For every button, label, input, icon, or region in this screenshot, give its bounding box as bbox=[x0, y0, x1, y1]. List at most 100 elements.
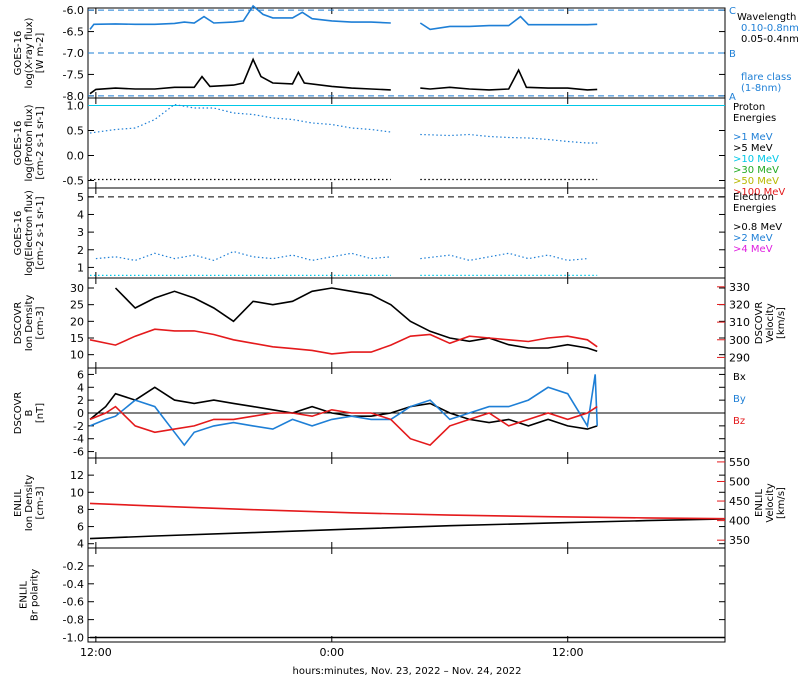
right-tick-label: 290 bbox=[729, 351, 750, 364]
x-tick-label: 12:00 bbox=[80, 646, 112, 659]
y-axis-label-line: GOES-16 bbox=[13, 31, 24, 76]
y-tick-label: 2 bbox=[77, 244, 84, 257]
y-tick-label: 1 bbox=[77, 261, 84, 274]
y-axis-label-line: [cm-2 s-1 sr-1] bbox=[35, 106, 46, 179]
series-Bx bbox=[89, 386, 598, 430]
y-axis-label: ENLIL Ion Density [cm-3] bbox=[13, 475, 46, 532]
series-0.05-0.4nm bbox=[420, 68, 598, 91]
y-axis-label: ENLIL Br polarity bbox=[19, 569, 41, 621]
y-tick-label: -2 bbox=[73, 420, 84, 433]
right-tick-label: 320 bbox=[729, 298, 750, 311]
y-tick-label: 30 bbox=[70, 282, 84, 295]
y-tick-label: -8.0 bbox=[63, 90, 84, 103]
panel-frame bbox=[87, 277, 726, 369]
y-axis-label-line: GOES-16 bbox=[13, 211, 24, 256]
legend-entry: >100 MeV bbox=[733, 187, 785, 198]
legend-entry: 0.10-0.8nm bbox=[741, 23, 799, 34]
y-tick-label: 10 bbox=[70, 486, 84, 499]
series-Bz bbox=[89, 405, 598, 447]
panel-frame bbox=[87, 97, 726, 189]
series->1 MeV bbox=[89, 103, 391, 134]
y-axis-label-line: log(Electron flux) bbox=[24, 190, 35, 276]
panel-frame bbox=[87, 187, 726, 279]
right-tick-label: 330 bbox=[729, 281, 750, 294]
y-axis-label: DSCOVR Ion Density [cm-3] bbox=[13, 295, 46, 352]
y-axis-label: GOES-16 log(X-ray flux) [W m-2] bbox=[13, 17, 46, 88]
legend-title: Electron bbox=[733, 192, 774, 203]
right-tick-label: 400 bbox=[729, 515, 750, 528]
legend-title: Wavelength bbox=[737, 12, 796, 23]
y-tick-label: 0 bbox=[77, 407, 84, 420]
series->1 MeV bbox=[420, 133, 598, 144]
series-By bbox=[89, 374, 598, 447]
panel-xray: -6.0 -6.5 -7.0 -7.5 -8.0 GOES-16 log(X-ray flu… bbox=[13, 4, 799, 103]
legend-title: Energies bbox=[733, 203, 776, 214]
right-axis-label-line: ENLIL bbox=[754, 489, 765, 517]
right-axis-label-line: [km/s] bbox=[776, 487, 787, 519]
y-axis-label-line: log(Proton flux) bbox=[24, 104, 35, 181]
series-0.10-0.8nm bbox=[419, 15, 598, 31]
y-tick-label: 4 bbox=[77, 538, 84, 551]
y-tick-label: 10 bbox=[70, 349, 84, 362]
legend-entry: Bx bbox=[733, 372, 746, 383]
legend-entry: >1 MeV bbox=[733, 132, 773, 143]
y-axis-label: GOES-16 log(Proton flux) [cm-2 s-1 sr-1] bbox=[13, 104, 46, 181]
legend-entry: >10 MeV bbox=[733, 154, 779, 165]
legend-entry: By bbox=[733, 394, 746, 405]
y-axis-label-line: [cm-2 s-1 sr-1] bbox=[35, 196, 46, 269]
y-tick-label: 4 bbox=[77, 381, 84, 394]
y-axis-label-line: B bbox=[24, 409, 35, 416]
x-tick-label: 0:00 bbox=[319, 646, 344, 659]
legend-entry: >4 MeV bbox=[733, 244, 773, 255]
flare-level-letter: B bbox=[729, 49, 736, 60]
y-axis-label-line: GOES-16 bbox=[13, 121, 24, 166]
legend-note: (1-8nm) bbox=[741, 83, 781, 94]
y-axis-label-line: [W m-2] bbox=[35, 33, 46, 74]
panel-proton: 1.0 0.5 0.0 -0.5 GOES-16 log(Proton flux) [cm-… bbox=[13, 97, 785, 198]
y-tick-label: -6.0 bbox=[63, 4, 84, 17]
y-tick-label: 12 bbox=[70, 469, 84, 482]
y-axis-label: GOES-16 log(Electron flux) [cm-2 s-1 sr-1] bbox=[13, 190, 46, 276]
y-tick-label: 4 bbox=[77, 208, 84, 221]
right-tick-label: 350 bbox=[729, 534, 750, 547]
right-tick-label: 500 bbox=[729, 475, 750, 488]
y-tick-label: -4 bbox=[73, 433, 84, 446]
y-tick-label: -6 bbox=[73, 446, 84, 459]
series-0.05-0.4nm bbox=[89, 57, 391, 95]
right-axis-label-line: DSCOVR bbox=[754, 302, 765, 345]
y-tick-label: -0.5 bbox=[63, 175, 84, 188]
y-tick-label: -6.5 bbox=[63, 26, 84, 39]
right-axis-label: ENLIL Velocity [km/s] bbox=[754, 483, 787, 522]
panel-enlil_polarity: -0.2 -0.4 -0.6 -0.8 -1.0 ENLIL Br polarity bbox=[19, 547, 726, 645]
legend-entry: >0.8 MeV bbox=[733, 222, 782, 233]
legend-entry: >50 MeV bbox=[733, 176, 779, 187]
series-Density bbox=[89, 518, 726, 540]
y-tick-label: 0.5 bbox=[67, 125, 85, 138]
legend-title: Proton bbox=[733, 102, 765, 113]
y-tick-label: -0.4 bbox=[63, 578, 84, 591]
y-axis-label-line: ENLIL bbox=[13, 489, 24, 517]
y-tick-label: 1.0 bbox=[67, 100, 85, 113]
right-axis-label-line: [km/s] bbox=[776, 307, 787, 339]
y-axis-label-line: log(X-ray flux) bbox=[24, 17, 35, 88]
y-tick-label: 2 bbox=[77, 394, 84, 407]
y-tick-label: 0.0 bbox=[67, 150, 85, 163]
flare-level-letter: C bbox=[729, 6, 736, 17]
y-tick-label: 15 bbox=[70, 332, 84, 345]
legend-entry: >5 MeV bbox=[733, 143, 773, 154]
right-axis-label-line: Velocity bbox=[765, 303, 776, 342]
right-tick-label: 450 bbox=[729, 495, 750, 508]
legend-note: flare class bbox=[741, 72, 791, 83]
y-tick-label: 25 bbox=[70, 299, 84, 312]
y-tick-label: 6 bbox=[77, 368, 84, 381]
y-tick-label: 8 bbox=[77, 503, 84, 516]
y-tick-label: 6 bbox=[77, 521, 84, 534]
